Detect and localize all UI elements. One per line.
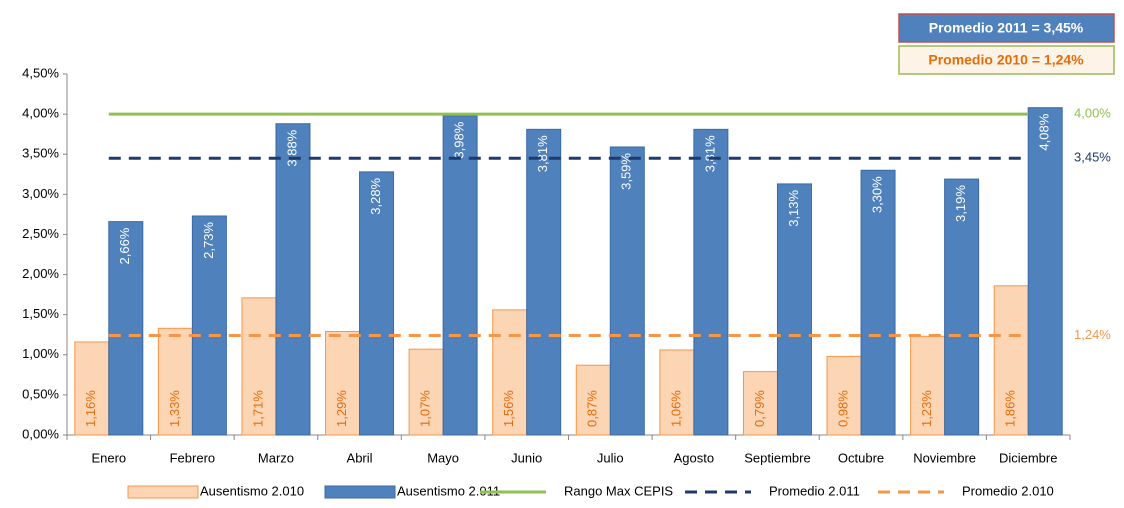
y-tick-label: 2,50% bbox=[22, 226, 59, 241]
y-tick-label: 4,00% bbox=[22, 106, 59, 121]
bar bbox=[826, 355, 862, 436]
y-tick-label: 1,00% bbox=[22, 346, 59, 361]
bar bbox=[860, 169, 896, 436]
bar bbox=[275, 123, 311, 436]
bar bbox=[659, 349, 695, 436]
bar bbox=[526, 128, 562, 436]
legend-swatch bbox=[127, 485, 199, 499]
y-tick-label: 3,50% bbox=[22, 146, 59, 161]
x-tick-label: Enero bbox=[91, 450, 126, 465]
bar bbox=[108, 221, 144, 436]
data-label: 1,29% bbox=[334, 390, 349, 427]
data-label: 3,28% bbox=[368, 177, 383, 214]
x-tick-label: Abril bbox=[347, 450, 373, 465]
legend-label: Ausentismo 2.010 bbox=[200, 483, 304, 498]
data-label: 0,98% bbox=[835, 390, 850, 427]
data-label: 2,73% bbox=[201, 222, 216, 259]
bar bbox=[993, 285, 1029, 436]
y-tick-label: 0,00% bbox=[22, 426, 59, 441]
data-label: 1,56% bbox=[501, 390, 516, 427]
data-label: 0,87% bbox=[585, 390, 600, 427]
bar bbox=[325, 331, 361, 436]
bar bbox=[944, 178, 980, 436]
data-label: 2,66% bbox=[117, 227, 132, 264]
end-label: 4,00% bbox=[1074, 106, 1111, 121]
data-label: 1,16% bbox=[83, 390, 98, 427]
bar bbox=[910, 335, 946, 436]
data-label: 0,79% bbox=[752, 390, 767, 427]
legend-label: Rango Max CEPIS bbox=[564, 483, 673, 498]
bar bbox=[1027, 107, 1063, 436]
legend-label: Promedio 2.011 bbox=[769, 483, 860, 498]
data-label: 3,81% bbox=[702, 135, 717, 172]
x-tick-label: Julio bbox=[597, 450, 624, 465]
x-tick-label: Octubre bbox=[838, 450, 884, 465]
data-label: 3,81% bbox=[535, 135, 550, 172]
data-label: 1,23% bbox=[919, 390, 934, 427]
y-tick-label: 3,00% bbox=[22, 186, 59, 201]
bar bbox=[776, 183, 812, 436]
data-label: 1,07% bbox=[418, 390, 433, 427]
legend-label: Ausentismo 2.011 bbox=[397, 483, 500, 498]
x-tick-label: Agosto bbox=[674, 450, 714, 465]
bar bbox=[742, 371, 778, 436]
data-label: 3,13% bbox=[786, 189, 801, 226]
annotation-box bbox=[898, 13, 1115, 43]
legend-label: Promedio 2.010 bbox=[962, 483, 1054, 498]
data-label: 1,71% bbox=[250, 390, 265, 427]
bar bbox=[693, 128, 729, 436]
data-label: 1,06% bbox=[668, 390, 683, 427]
data-label: 1,86% bbox=[1003, 390, 1018, 427]
y-tick-label: 1,50% bbox=[22, 306, 59, 321]
y-tick-label: 0,50% bbox=[22, 386, 59, 401]
legend-swatch bbox=[324, 485, 396, 499]
x-tick-label: Junio bbox=[511, 450, 542, 465]
end-label: 3,45% bbox=[1074, 150, 1111, 165]
y-tick-label: 4,50% bbox=[22, 65, 59, 80]
x-tick-label: Mayo bbox=[427, 450, 459, 465]
data-label: 4,08% bbox=[1037, 113, 1052, 150]
bar bbox=[408, 348, 444, 436]
y-tick-label: 2,00% bbox=[22, 266, 59, 281]
bar bbox=[442, 115, 478, 436]
annotation: Promedio 2011 = 3,45% bbox=[929, 20, 1084, 36]
data-label: 3,88% bbox=[284, 129, 299, 166]
end-label: 1,24% bbox=[1074, 327, 1111, 342]
bar bbox=[359, 171, 395, 436]
data-label: 3,59% bbox=[619, 153, 634, 190]
data-label: 1,33% bbox=[167, 390, 182, 427]
data-label: 3,98% bbox=[452, 121, 467, 158]
bar bbox=[492, 309, 528, 436]
x-tick-label: Febrero bbox=[170, 450, 216, 465]
bar bbox=[157, 327, 193, 436]
annotation-box bbox=[898, 45, 1115, 75]
data-label: 3,30% bbox=[869, 176, 884, 213]
x-tick-label: Septiembre bbox=[744, 450, 810, 465]
data-label: 3,19% bbox=[953, 185, 968, 222]
bar bbox=[74, 341, 110, 436]
x-tick-label: Diciembre bbox=[999, 450, 1058, 465]
x-tick-label: Noviembre bbox=[913, 450, 976, 465]
x-tick-label: Marzo bbox=[258, 450, 294, 465]
bar bbox=[609, 146, 645, 436]
annotation: Promedio 2010 = 1,24% bbox=[928, 52, 1084, 68]
bar bbox=[191, 215, 227, 436]
